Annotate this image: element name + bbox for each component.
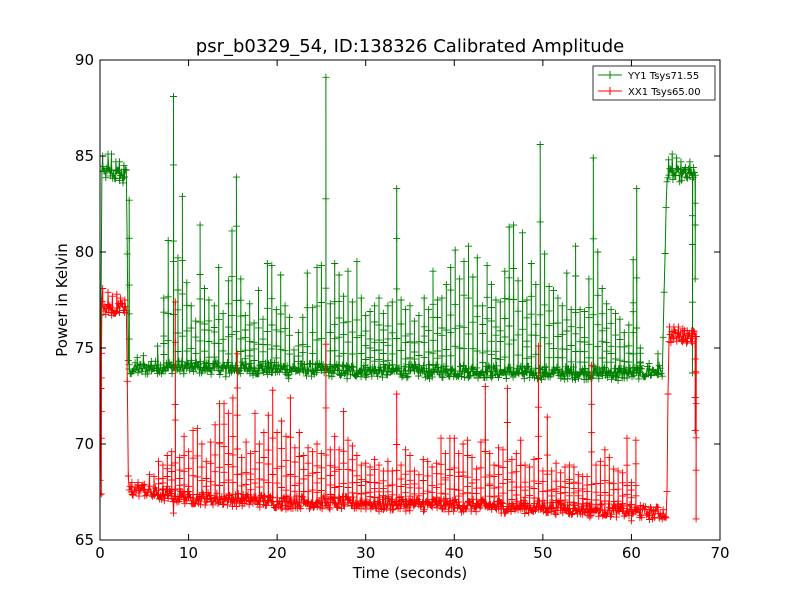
x-tick-label: 70	[710, 544, 729, 562]
y-tick-label: 70	[75, 435, 94, 453]
x-tick-label: 0	[95, 544, 105, 562]
x-axis-label: Time (seconds)	[352, 564, 468, 582]
series-yy1	[100, 73, 699, 484]
legend-label-xx1: XX1 Tsys65.00	[628, 87, 701, 98]
x-tick-label: 40	[445, 544, 464, 562]
legend-marker-yy1	[606, 71, 614, 79]
y-tick-label: 80	[75, 243, 94, 261]
y-tick-label: 75	[75, 339, 94, 357]
y-tick-label: 90	[75, 51, 94, 69]
y-axis-label: Power in Kelvin	[53, 243, 71, 357]
series-markers	[100, 285, 700, 525]
plot-data-layer	[100, 73, 700, 525]
legend-label-yy1: YY1 Tsys71.55	[627, 71, 699, 82]
x-tick-label: 20	[268, 544, 287, 562]
x-tick-label: 50	[533, 544, 552, 562]
x-tick-label: 30	[356, 544, 375, 562]
axis-ticks: 0 10 20 30 40 50 60 70 65 70 75 80 85 90	[75, 51, 730, 562]
legend-box	[592, 65, 716, 101]
y-tick-label: 85	[75, 147, 94, 165]
x-tick-label: 60	[622, 544, 641, 562]
series-markers	[100, 73, 699, 484]
legend: YY1 Tsys71.55 XX1 Tsys65.00	[592, 65, 716, 101]
y-tick-label: 65	[75, 531, 94, 549]
series-xx1	[100, 285, 700, 525]
chart-title: psr_b0329_54, ID:138326 Calibrated Ampli…	[196, 36, 624, 57]
x-tick-label: 10	[179, 544, 198, 562]
plot-frame	[99, 59, 721, 541]
legend-marker-xx1	[606, 87, 614, 95]
